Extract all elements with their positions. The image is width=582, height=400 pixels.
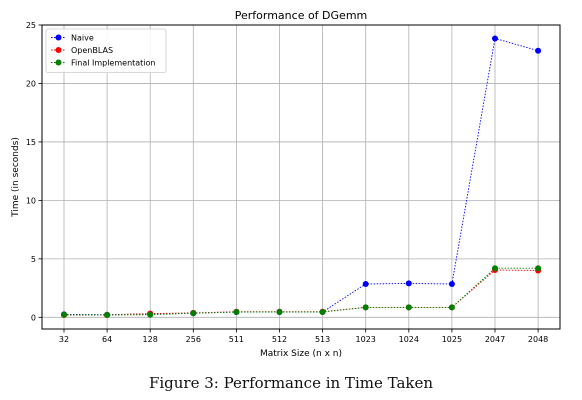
data-point — [61, 311, 67, 318]
data-point — [104, 311, 111, 318]
series-layer — [61, 35, 542, 318]
data-point — [535, 47, 542, 54]
data-point — [405, 304, 412, 311]
data-point — [190, 310, 197, 317]
x-tick-label: 2047 — [485, 335, 505, 344]
data-point — [147, 311, 154, 318]
legend: Naive OpenBLAS Final Implementation — [45, 28, 167, 73]
data-point — [448, 280, 455, 287]
y-tick-label: 10 — [26, 196, 36, 205]
y-tick-label: 5 — [31, 255, 36, 264]
x-axis-label: Matrix Size (n x n) — [260, 349, 342, 359]
x-axis-ticks: 32 64 128 256 511 512 513 1023 1024 1025 2047 2048 — [59, 329, 548, 344]
plot-frame — [41, 24, 561, 330]
x-tick-label: 513 — [315, 335, 330, 344]
y-tick-label: 0 — [31, 313, 36, 322]
legend-marker — [55, 47, 62, 53]
x-tick-label: 1024 — [399, 335, 419, 344]
x-tick-label: 512 — [272, 335, 287, 344]
data-point — [405, 280, 412, 287]
y-tick-label: 20 — [26, 79, 36, 88]
y-tick-label: 15 — [26, 138, 36, 147]
y-tick-label: 25 — [26, 21, 36, 30]
dgemm-performance-chart: 32 64 128 256 511 512 513 1023 1024 1025 2047 2048 … — [11, 9, 561, 359]
x-tick-label: 256 — [186, 335, 201, 344]
legend-marker — [55, 59, 62, 66]
x-tick-label: 64 — [102, 335, 112, 344]
legend-box — [45, 28, 167, 73]
legend-label: Final Implementation — [71, 59, 156, 68]
x-tick-label: 32 — [59, 335, 69, 344]
series-line-2 — [63, 267, 539, 316]
data-point — [362, 304, 369, 311]
x-tick-label: 2048 — [528, 335, 548, 344]
legend-label: OpenBLAS — [71, 46, 113, 55]
data-point — [362, 280, 369, 287]
plot-background — [42, 25, 560, 329]
legend-marker — [55, 34, 62, 41]
y-axis-ticks: 0 5 10 15 20 25 — [26, 21, 42, 322]
x-tick-label: 128 — [143, 335, 158, 344]
data-point — [233, 309, 240, 316]
chart-title: Performance of DGemm — [235, 9, 368, 22]
data-point — [535, 265, 542, 272]
grid-lines — [42, 24, 560, 329]
data-point — [319, 309, 326, 316]
data-point — [492, 35, 498, 42]
data-point — [448, 304, 455, 311]
data-point — [492, 265, 498, 272]
x-tick-label: 511 — [229, 335, 244, 344]
figure-caption: Figure 3: Performance in Time Taken — [148, 374, 434, 392]
x-tick-label: 1023 — [356, 335, 376, 344]
x-tick-label: 1025 — [442, 335, 462, 344]
legend-label: Naive — [71, 34, 94, 43]
y-axis-label: Time (in seconds) — [11, 137, 21, 218]
data-point — [276, 309, 283, 316]
